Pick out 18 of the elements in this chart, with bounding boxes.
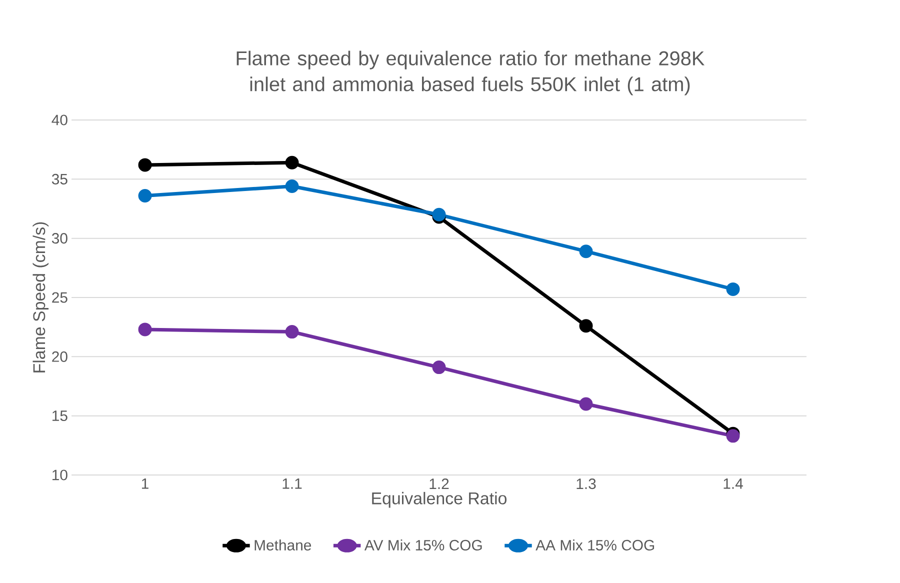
y-tick-label: 30: [52, 233, 68, 244]
y-tick-label: 35: [52, 174, 68, 184]
x-tick-label: 1.2: [430, 478, 449, 489]
y-tick-label: 15: [52, 410, 68, 422]
y-tick-label: 40: [52, 114, 68, 126]
x-axis-title: Equivalence Ratio: [372, 492, 507, 508]
x-tick-label: 1.3: [576, 478, 596, 490]
x-tick-label: 1.4: [724, 478, 743, 489]
y-axis-title: Flame Speed (cm/s): [32, 222, 49, 372]
y-tick-label: 10: [52, 470, 68, 480]
y-tick-label: 20: [52, 351, 68, 362]
chart-title: Flame speed by equivalence ratio for methane 298K inlet and ammonia based fuels 550K inlet (1 atm): [236, 50, 704, 96]
y-tick-label: 25: [52, 292, 68, 303]
x-tick-label: 1.1: [282, 478, 302, 489]
legend-label: AA Mix 15% COG: [536, 540, 654, 550]
legend-label: AV Mix 15% COG: [364, 540, 482, 550]
x-tick-label: 1: [142, 478, 148, 489]
legend-label: Methane: [254, 540, 312, 550]
